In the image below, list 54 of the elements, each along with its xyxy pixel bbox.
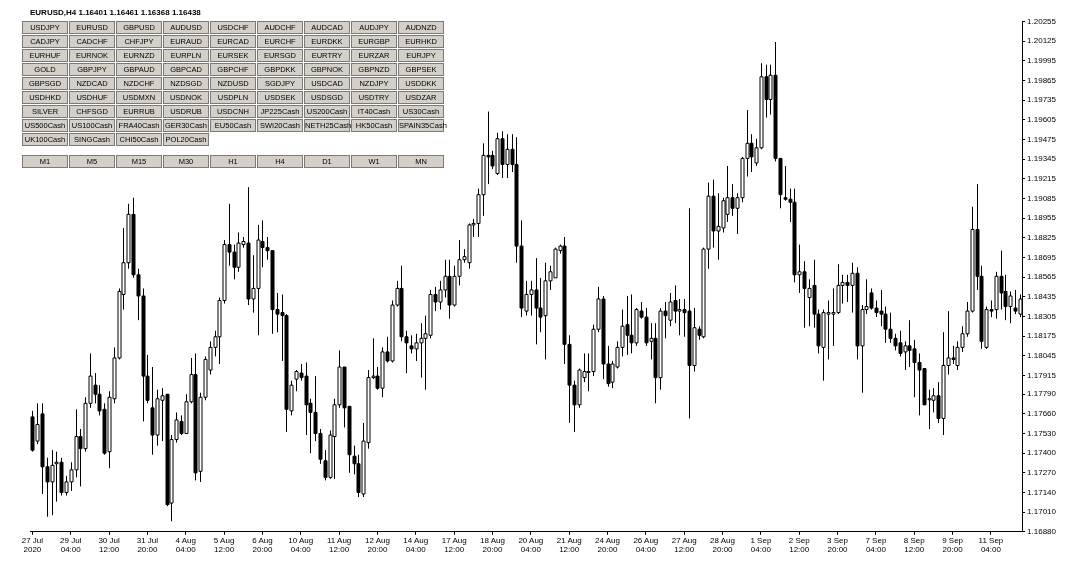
x-tick-label: 27 Aug 12:00 [671, 535, 697, 555]
y-tick-label: 1.20125 [1027, 36, 1057, 46]
x-tick-label: 31 Jul 20:00 [136, 535, 159, 555]
y-tick-label: 1.17915 [1027, 370, 1057, 380]
y-tick-label: 1.18825 [1027, 232, 1057, 242]
x-tick-label: 2 Sep 12:00 [788, 535, 811, 555]
y-tick-label: 1.20255 [1027, 16, 1057, 26]
x-tick-label: 6 Aug 20:00 [252, 535, 273, 555]
y-tick-label: 1.17530 [1027, 428, 1057, 438]
y-tick-label: 1.19345 [1027, 154, 1057, 164]
y-tick-label: 1.18435 [1027, 291, 1057, 301]
chart-title: EURUSD,H4 1.16401 1.16461 1.16368 1.16438 [30, 8, 202, 17]
y-tick-label: 1.19735 [1027, 95, 1057, 105]
y-tick-label: 1.17790 [1027, 389, 1057, 399]
y-tick-label: 1.18305 [1027, 311, 1057, 321]
x-tick-label: 30 Jul 12:00 [98, 535, 120, 555]
x-tick-label: 18 Aug 20:00 [480, 535, 505, 555]
x-tick-label: 21 Aug 12:00 [556, 535, 582, 555]
y-tick-label: 1.19475 [1027, 134, 1057, 144]
y-tick-label: 1.19865 [1027, 75, 1057, 85]
y-tick-label: 1.17270 [1027, 468, 1057, 478]
y-tick-label: 1.18045 [1027, 350, 1057, 360]
x-tick-label: 20 Aug 04:00 [518, 535, 544, 555]
x-tick-label: 3 Sep 20:00 [827, 535, 849, 555]
x-tick-label: 1 Sep 04:00 [750, 535, 772, 555]
x-tick-label: 11 Sep 04:00 [978, 535, 1004, 555]
x-tick-label: 8 Sep 12:00 [903, 535, 926, 555]
x-tick-label: 27 Jul 2020 [21, 535, 44, 555]
y-tick-label: 1.16880 [1027, 527, 1057, 536]
x-tick-label: 11 Aug 12:00 [326, 535, 352, 555]
y-tick-label: 1.17140 [1027, 487, 1057, 497]
x-tick-label: 10 Aug 04:00 [288, 535, 314, 555]
x-tick-label: 7 Sep 04:00 [865, 535, 887, 555]
y-tick-label: 1.19605 [1027, 115, 1057, 125]
x-tick-label: 26 Aug 04:00 [633, 535, 659, 555]
y-tick-label: 1.19995 [1027, 56, 1057, 66]
y-tick-label: 1.17010 [1027, 507, 1057, 517]
y-tick-label: 1.19215 [1027, 174, 1057, 184]
x-tick-label: 29 Jul 04:00 [60, 535, 82, 555]
x-tick-label: 9 Sep 20:00 [942, 535, 964, 555]
y-tick-label: 1.18695 [1027, 252, 1057, 262]
x-tick-label: 12 Aug 20:00 [365, 535, 390, 555]
y-tick-label: 1.18175 [1027, 331, 1057, 341]
x-tick-label: 5 Aug 12:00 [213, 535, 235, 555]
y-tick-label: 1.18565 [1027, 272, 1057, 282]
x-tick-label: 4 Aug 04:00 [175, 535, 197, 555]
x-tick-label: 24 Aug 20:00 [595, 535, 620, 555]
x-tick-label: 28 Aug 20:00 [710, 535, 735, 555]
y-tick-label: 1.17400 [1027, 448, 1057, 458]
x-tick-label: 14 Aug 04:00 [403, 535, 429, 555]
y-tick-label: 1.17660 [1027, 409, 1057, 419]
x-tick-label: 17 Aug 12:00 [441, 535, 467, 555]
y-tick-label: 1.19085 [1027, 193, 1057, 203]
y-tick-label: 1.18955 [1027, 213, 1057, 223]
